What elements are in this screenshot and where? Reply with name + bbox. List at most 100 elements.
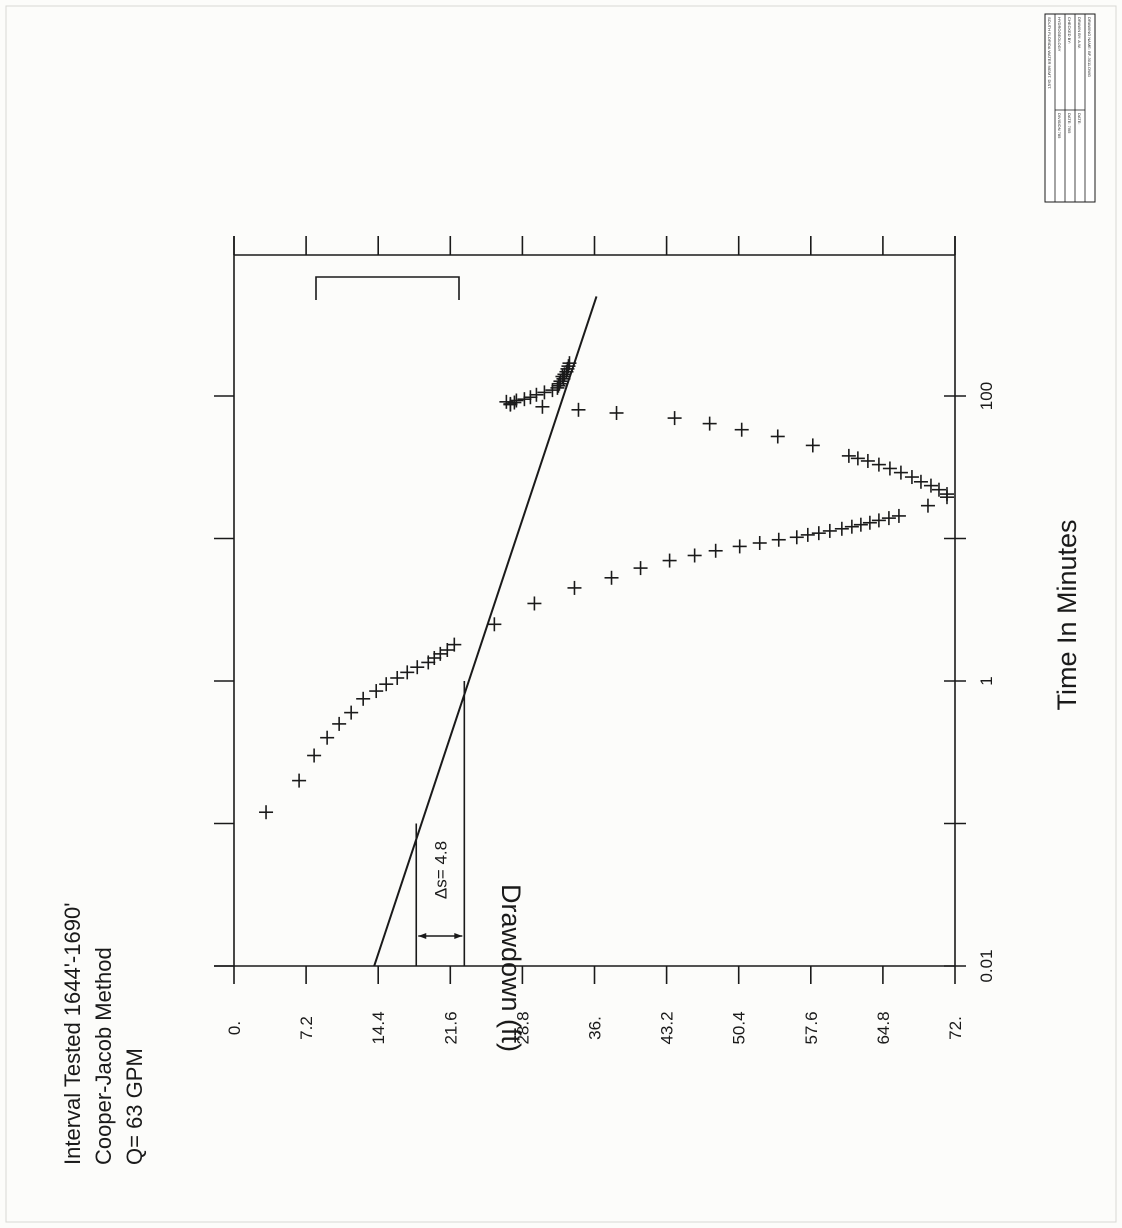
data-point [860,453,875,468]
data-point [320,730,335,745]
data-point [523,390,538,405]
data-point [259,805,274,820]
header-flow: Q= 63 GPM [122,1048,147,1165]
data-point [499,394,514,409]
data-point [390,670,405,685]
data-point [527,596,542,611]
data-point [891,508,906,523]
data-point [307,748,322,763]
time-tick-label: 0.01 [977,949,996,982]
data-point [571,402,586,417]
data-point [734,422,749,437]
data-point [708,543,723,558]
data-point [609,405,624,420]
header-method: Cooper-Jacob Method [91,947,116,1165]
time-tick-label: 1 [977,676,996,685]
data-point [487,617,502,632]
data-point [841,448,856,463]
x-axis-label: Time In Minutes [1052,519,1082,710]
drawdown-tick-label: 28.8 [513,1011,532,1044]
data-point [604,570,619,585]
data-point [771,532,786,547]
data-point [687,548,702,563]
axis-ticks: 0. 7.2 14.4 21.6 28.8 36. 43.2 50.4 57.6 64.8 72. 0… [214,236,996,1045]
drawdown-tick-label: 50.4 [730,1011,749,1044]
data-point [667,411,682,426]
data-point [805,438,820,453]
title-block-division: DIVISION 785 [1057,113,1062,139]
title-block-date-1: DATE: [1077,113,1082,124]
data-point [871,513,886,528]
time-tick-label: 100 [977,382,996,410]
drawdown-tick-label: 14.4 [369,1011,388,1044]
data-point [920,498,935,513]
data-point [561,359,576,374]
title-block: DRAWING NAME: BF-3011.DWG DRAWN BY: A.W.… [1044,13,1096,203]
drawdown-tick-label: 36. [586,1016,605,1040]
data-point [400,665,415,680]
data-points [259,356,954,820]
data-point [559,364,574,379]
data-point [562,356,577,371]
title-block-department: HYDROGEOLOGY [1057,17,1062,52]
data-point [881,511,896,526]
data-point [822,523,837,538]
data-point [332,716,347,731]
data-point [882,461,897,476]
data-point [871,457,886,472]
delta-s-arrowhead-right [454,933,463,939]
delta-s-label: Δs= 4.8 [431,841,450,899]
data-point [503,396,518,411]
data-point [732,539,747,554]
data-point [440,643,455,658]
data-point [702,416,717,431]
data-point [834,521,849,536]
data-point [356,691,371,706]
data-point [904,470,919,485]
data-point [369,684,384,699]
data-point [853,517,868,532]
data-point [537,385,552,400]
drawdown-tick-label: 57.6 [802,1011,821,1044]
data-point [509,393,524,408]
data-point [850,451,865,466]
header: Interval Tested 1644'-1690' Cooper-Jacob… [60,903,147,1165]
data-point [939,487,954,502]
fit-line-group [373,296,598,967]
data-point [447,637,462,652]
data-point [567,580,582,595]
data-point [410,660,425,675]
drawdown-tick-label: 0. [225,1021,244,1035]
data-point [923,478,938,493]
drawdown-tick-label: 43.2 [658,1011,677,1044]
drawdown-tick-label: 7.2 [297,1016,316,1040]
sheet-border [5,5,1117,1223]
title-block-drawn-by: DRAWN BY: A.W. [1077,17,1082,49]
data-point [560,361,575,376]
header-interval: Interval Tested 1644'-1690' [60,903,85,1165]
legend-bracket [315,276,460,300]
data-point [633,561,648,576]
data-point [862,515,877,530]
data-point [517,392,532,407]
data-point [800,527,815,542]
title-block-agency: SOUTH FLORIDA WATER MGMT. DIST. [1047,17,1052,89]
data-point [433,646,448,661]
drawdown-tick-label: 64.8 [874,1011,893,1044]
drawdown-tick-label: 21.6 [441,1011,460,1044]
data-point [770,429,785,444]
data-point [752,535,767,550]
data-point [844,519,859,534]
delta-s-arrowhead-left [418,933,427,939]
title-block-frame [1044,13,1096,203]
title-block-date-2: DATE: 7/95 [1067,113,1072,134]
cooper-jacob-fit-line [373,296,598,967]
data-point [913,474,928,489]
data-point [893,465,908,480]
drawdown-tick-label: 72. [946,1016,965,1040]
data-point [344,705,359,720]
y-axis-label: Drawdown (ft) [496,884,526,1052]
delta-s-annotation: Δs= 4.8 [415,681,466,966]
